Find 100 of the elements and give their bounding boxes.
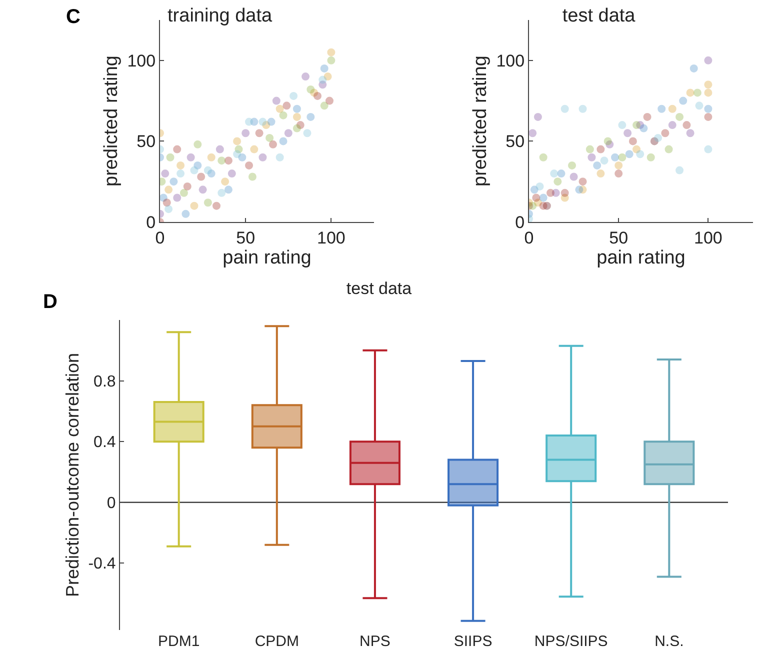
point [320, 64, 328, 72]
point [611, 153, 620, 162]
point [272, 96, 280, 105]
point [248, 172, 256, 181]
point [186, 153, 195, 162]
point [618, 121, 626, 130]
point [693, 88, 702, 97]
point [190, 202, 198, 210]
point [292, 124, 301, 132]
point [166, 153, 174, 162]
point [302, 72, 310, 81]
x-tick-label: NPS/SIIPS [534, 633, 608, 650]
x-tick-label: 50 [236, 228, 256, 248]
point [292, 112, 301, 121]
point [292, 104, 301, 113]
x-tick-label: N.S. [654, 633, 684, 650]
point [190, 166, 198, 174]
chart-title: test data [346, 278, 412, 298]
point [197, 172, 206, 181]
y-tick-label: 50 [136, 132, 156, 152]
point [170, 178, 178, 186]
point [596, 145, 605, 154]
point [614, 161, 623, 170]
point [646, 153, 655, 162]
point [218, 188, 226, 197]
x-tick-label: CPDM [254, 633, 299, 650]
point [529, 129, 537, 138]
x-axis-title: pain rating [596, 247, 686, 268]
point [224, 186, 232, 194]
y-tick-label: 0.4 [94, 434, 116, 452]
text: C [66, 6, 80, 28]
point [614, 170, 623, 178]
chart-title: training data [168, 5, 273, 26]
point [679, 96, 688, 105]
point [578, 104, 587, 113]
point [164, 205, 173, 214]
point [267, 118, 276, 126]
point [182, 210, 190, 218]
point [183, 182, 192, 190]
point [221, 178, 230, 186]
point [625, 150, 634, 158]
point [224, 156, 232, 165]
point [624, 129, 632, 138]
point [695, 102, 704, 110]
point [560, 104, 569, 113]
point [632, 121, 641, 130]
point [218, 156, 226, 165]
point [279, 137, 288, 146]
y-tick-label: 100 [127, 51, 156, 70]
point [604, 137, 612, 146]
point [686, 129, 694, 138]
point [704, 88, 712, 97]
point [676, 112, 684, 121]
point [216, 145, 224, 154]
point [554, 178, 562, 186]
point [560, 188, 569, 197]
point [550, 170, 558, 178]
point [290, 92, 298, 100]
point [668, 104, 676, 113]
point [303, 129, 312, 138]
point [536, 182, 544, 190]
point [534, 112, 542, 121]
x-tick-label: 100 [317, 228, 346, 248]
point [704, 145, 712, 154]
point [284, 129, 292, 138]
point [628, 137, 637, 146]
point [664, 145, 673, 154]
point [327, 56, 336, 64]
point [276, 153, 284, 162]
point [242, 129, 250, 138]
y-axis-title: predicted rating [470, 56, 492, 186]
point [204, 198, 212, 207]
x-tick-label: PDM1 [158, 633, 200, 650]
x-tick-label: SIIPS [454, 633, 492, 650]
point [668, 121, 676, 130]
point [306, 85, 315, 94]
y-axis-title: predicted rating [101, 56, 122, 186]
y-tick-label: 100 [496, 51, 525, 70]
point [173, 194, 182, 202]
point [194, 140, 202, 148]
point [593, 161, 602, 170]
point [266, 134, 274, 142]
x-tick-label: NPS [360, 633, 390, 650]
point [176, 170, 185, 178]
y-tick-label: 0 [106, 494, 116, 512]
point [176, 161, 185, 170]
point [161, 170, 170, 178]
point [228, 170, 236, 178]
chart-title: test data [562, 5, 636, 26]
point [643, 112, 652, 121]
x-tick-label: 50 [609, 228, 628, 248]
point [314, 92, 322, 100]
point [282, 102, 291, 110]
point [636, 150, 644, 158]
text: D [43, 291, 58, 313]
point [233, 150, 242, 158]
point [658, 104, 666, 113]
y-axis-title: Prediction-outcome correlation [62, 352, 82, 598]
point [546, 188, 554, 197]
point [676, 166, 684, 174]
